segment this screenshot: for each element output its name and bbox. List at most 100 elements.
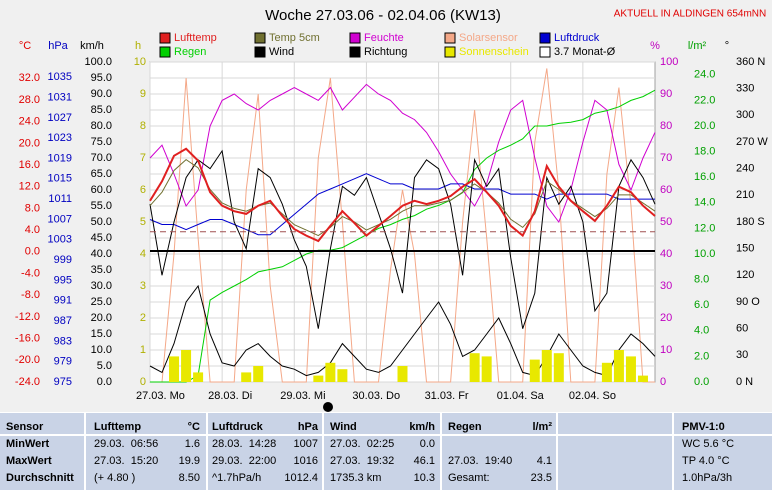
table-cell — [442, 413, 556, 490]
legend-label: Luftdruck — [554, 32, 600, 44]
table-cell-text: 1.0hPa/3h — [682, 472, 732, 484]
y-tick-label: 0 — [140, 376, 146, 388]
series-line — [149, 284, 656, 377]
table-cell-text: 8.50 — [179, 472, 200, 484]
legend-label: Temp 5cm — [269, 32, 320, 44]
y-tick-label: 16.0 — [694, 171, 715, 183]
y-tick-label: 90 — [660, 88, 672, 100]
y-tick-label: -8.0 — [21, 289, 40, 301]
y-tick-label: 4.0 — [25, 224, 40, 236]
y-tick-label: 90.0 — [91, 88, 112, 100]
y-tick-label: -24.0 — [15, 376, 40, 388]
y-tick-label: 10.0 — [694, 248, 715, 260]
table-cell-text: 19.9 — [179, 455, 200, 467]
legend-swatch — [539, 32, 551, 44]
y-tick-label: -4.0 — [21, 267, 40, 279]
legend-swatch — [349, 46, 361, 58]
y-tick-label: 6.0 — [694, 299, 709, 311]
y-tick-label: 3 — [140, 280, 146, 292]
table-cell-text: TP 4.0 °C — [682, 455, 730, 467]
sunshine-bar — [313, 375, 324, 382]
sunshine-bar — [529, 359, 540, 382]
y-tick-label: 1027 — [48, 112, 72, 124]
y-tick-label: 8 — [140, 120, 146, 132]
y-tick-label: 1 — [140, 344, 146, 356]
legend-swatch — [159, 32, 171, 44]
table-header: Regen — [448, 421, 482, 433]
y-tick-label: 5.0 — [97, 360, 112, 372]
series-line — [149, 83, 656, 224]
y-tick-label: -12.0 — [15, 311, 40, 323]
sunshine-bar — [637, 375, 648, 382]
y-tick-label: 2 — [140, 312, 146, 324]
sunshine-bar — [253, 366, 264, 382]
y-tick-label: 9 — [140, 88, 146, 100]
x-tick-label: 31.03. Fr — [425, 390, 469, 402]
legend-swatch — [159, 46, 171, 58]
y-tick-label: 100 — [660, 56, 678, 68]
y-tick-label: 30 — [736, 349, 748, 361]
legend-swatch — [349, 32, 361, 44]
y-tick-label: 24.0 — [694, 69, 715, 81]
y-tick-label: 20.0 — [19, 137, 40, 149]
series-line — [150, 68, 655, 383]
y-tick-label: 40.0 — [91, 248, 112, 260]
table-cell-text: 10.3 — [414, 472, 435, 484]
sunshine-bar — [481, 356, 492, 382]
y-tick-label: 995 — [54, 274, 72, 286]
y-tick-label: 65.0 — [91, 168, 112, 180]
table-cell-text: 27.03. 19:40 — [448, 455, 512, 467]
table-cell-text: 46.1 — [414, 455, 435, 467]
series-line — [149, 147, 656, 243]
sunshine-bar — [553, 353, 564, 382]
chart-title: Woche 27.03.06 - 02.04.06 (KW13) — [265, 7, 501, 24]
y-tick-label: -20.0 — [15, 354, 40, 366]
y-tick-label: 90 O — [736, 296, 760, 308]
table-cell-text: 28.03. 14:28 — [212, 438, 276, 450]
legend-label: Sonnenschein — [459, 46, 529, 58]
table-header: l/m² — [532, 421, 552, 433]
y-tick-label: 12.0 — [19, 181, 40, 193]
grid — [149, 61, 655, 383]
table-cell-text: 23.5 — [531, 472, 552, 484]
table-header: Luftdruck — [212, 421, 264, 433]
table-cell-text: 1.6 — [185, 438, 200, 450]
legend-swatch — [254, 46, 266, 58]
table-header: km/h — [409, 421, 435, 433]
table-header: Lufttemp — [94, 421, 141, 433]
table-header: hPa — [298, 421, 319, 433]
table-cell-text: 29.03. 06:56 — [94, 438, 158, 450]
today-marker — [323, 402, 333, 412]
table-header: Wind — [330, 421, 357, 433]
y-tick-label: 987 — [54, 315, 72, 327]
y-tick-label: 30.0 — [91, 280, 112, 292]
station-note: AKTUELL IN ALDINGEN 654mNN — [614, 9, 766, 20]
y-tick-label: 60 — [736, 323, 748, 335]
y-tick-label: 0 N — [736, 376, 753, 388]
y-tick-label: 55.0 — [91, 200, 112, 212]
y-tick-label: 40 — [660, 248, 672, 260]
y-tick-label: 70 — [660, 152, 672, 164]
y-tick-label: 8.0 — [694, 274, 709, 286]
x-tick-label: 27.03. Mo — [136, 390, 185, 402]
series-line — [150, 89, 656, 383]
sunshine-bar — [397, 366, 408, 382]
x-tick-label: 29.03. Mi — [280, 390, 325, 402]
y-tick-label: 1023 — [48, 132, 72, 144]
y-tick-label: 20.0 — [694, 120, 715, 132]
y-tick-label: 979 — [54, 356, 72, 368]
y-tick-label: 10.0 — [91, 344, 112, 356]
y-tick-label: 1003 — [48, 234, 72, 246]
x-tick-label: 28.03. Di — [208, 390, 252, 402]
y-tick-label: 20.0 — [91, 312, 112, 324]
y-tick-label: 28.0 — [19, 94, 40, 106]
y-tick-label: 6 — [140, 184, 146, 196]
y-tick-label: 8.0 — [25, 202, 40, 214]
axis-title: °C — [19, 40, 31, 52]
y-tick-label: 60.0 — [91, 184, 112, 196]
y-tick-label: 360 N — [736, 56, 765, 68]
table-header: PMV-1:0 — [682, 421, 725, 433]
series-line — [149, 149, 656, 329]
table-cell — [558, 413, 672, 490]
